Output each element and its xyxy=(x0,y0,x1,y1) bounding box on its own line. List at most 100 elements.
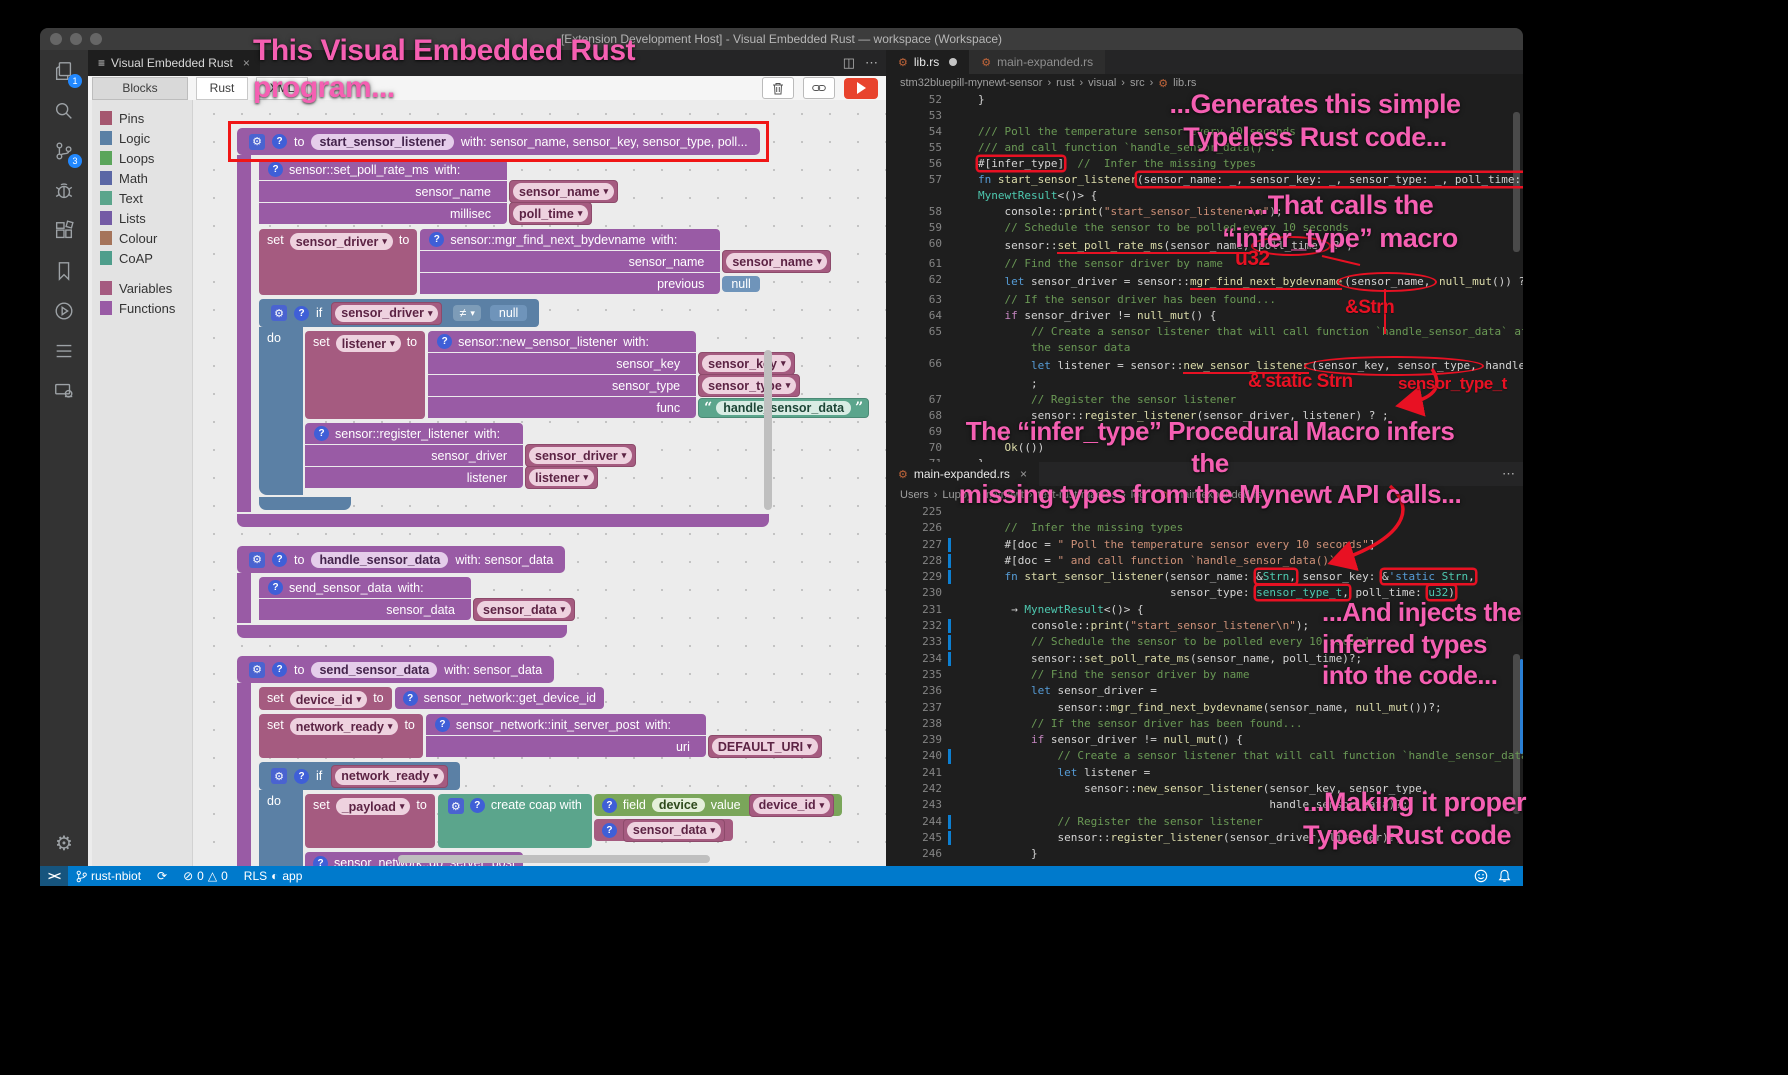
null-block[interactable]: null xyxy=(722,275,760,292)
remote-indicator[interactable]: >< xyxy=(40,866,69,886)
code-area-lib-rs[interactable]: 52} 53 54/// Poll the temperature sensor … xyxy=(886,92,1523,462)
sync-item[interactable]: ⟳ xyxy=(157,869,168,883)
gear-icon[interactable]: ⚙ xyxy=(249,661,265,678)
variable-pill-device-id[interactable]: device_id ▾ xyxy=(748,793,835,817)
help-icon[interactable]: ? xyxy=(402,690,418,706)
variable-field[interactable]: _payload ▾ xyxy=(335,798,411,815)
close-window-button[interactable] xyxy=(50,33,62,45)
link-button[interactable] xyxy=(803,77,835,99)
remote-explorer-icon[interactable] xyxy=(51,378,77,404)
if-block[interactable]: ⚙ ? if sensor_driver ▾ ≠ ▾ null do xyxy=(259,299,870,510)
block-stack-send-sensor-data[interactable]: ⚙ ? to send_sensor_data with: sensor_dat… xyxy=(237,656,843,866)
breadcrumb-item[interactable]: visual xyxy=(1088,77,1117,89)
traffic-lights[interactable] xyxy=(50,33,102,45)
call-get-device-id-block[interactable]: ? sensor_network::get_device_id xyxy=(394,687,604,709)
set-payload-block[interactable]: set _payload ▾ to xyxy=(305,794,435,848)
tab-main-expanded-rs[interactable]: ⚙ main-expanded.rs xyxy=(969,50,1106,74)
set-listener-block[interactable]: set listener ▾ to xyxy=(305,331,426,419)
run-program-button[interactable] xyxy=(844,77,878,99)
create-coap-block[interactable]: ⚙ ? create coap with xyxy=(437,794,592,848)
breadcrumb-item[interactable]: test-rust-macros xyxy=(1037,489,1118,501)
palette-category-logic[interactable]: Logic xyxy=(92,128,192,148)
variable-field[interactable]: device_id ▾ xyxy=(289,691,368,708)
breadcrumb-item[interactable]: main-expanded.rs xyxy=(1174,489,1263,501)
call-mgr-find-block[interactable]: ? sensor::mgr_find_next_bydevname with: s… xyxy=(420,229,832,295)
call-new-sensor-listener-block[interactable]: ? sensor::new_sensor_listener with: senso… xyxy=(428,331,870,419)
help-icon[interactable]: ? xyxy=(601,797,617,813)
palette-category-lists[interactable]: Lists xyxy=(92,208,192,228)
tab-lib-rs[interactable]: ⚙ lib.rs xyxy=(886,50,970,74)
more-actions-icon[interactable]: ⋯ xyxy=(1502,466,1515,481)
breadcrumb-item[interactable]: src xyxy=(1129,77,1145,89)
tab-rust[interactable]: Rust xyxy=(196,76,248,100)
feedback-smiley-icon[interactable] xyxy=(1474,869,1488,883)
function-name-field[interactable]: handle_sensor_data xyxy=(311,551,449,568)
variable-pill-default-uri[interactable]: DEFAULT_URI ▾ xyxy=(707,735,822,758)
run-debug-icon[interactable] xyxy=(51,178,77,204)
variable-pill-sensor-driver[interactable]: sensor_driver ▾ xyxy=(331,301,443,325)
palette-category-coap[interactable]: CoAP xyxy=(92,248,192,268)
palette-category-pins[interactable]: Pins xyxy=(92,108,192,128)
breadcrumb-item[interactable]: Users xyxy=(900,489,929,501)
palette-category-text[interactable]: Text xyxy=(92,188,192,208)
gear-icon[interactable]: ⚙ xyxy=(271,768,287,784)
breadcrumb-item[interactable]: log xyxy=(1130,489,1146,501)
help-icon[interactable]: ? xyxy=(272,552,287,567)
variable-field[interactable]: listener ▾ xyxy=(335,335,401,352)
help-icon[interactable]: ? xyxy=(268,580,283,595)
help-icon[interactable]: ? xyxy=(314,426,329,441)
modified-dot[interactable] xyxy=(949,58,958,66)
help-icon[interactable]: ? xyxy=(268,162,283,177)
block-stack-handle-sensor-data[interactable]: ⚙ ? to handle_sensor_data with: sensor_d… xyxy=(237,546,576,638)
set-sensor-driver-block[interactable]: set sensor_driver ▾ to xyxy=(259,229,418,295)
help-icon[interactable]: ? xyxy=(272,134,287,149)
variable-pill-sensor-driver[interactable]: sensor_driver ▾ xyxy=(525,444,637,467)
coap-sensor-data-block[interactable]: ? sensor_data ▾ xyxy=(593,818,734,842)
explorer-icon[interactable]: 1 xyxy=(51,58,82,88)
breadcrumb[interactable]: Users › Luppy › mynewt › test-rust-macros › log ›… xyxy=(886,486,1523,504)
git-branch-item[interactable]: rust-nbiot xyxy=(68,866,149,886)
call-set-poll-rate-block[interactable]: ? sensor::set_poll_rate_ms with: sensor_n… xyxy=(259,159,619,225)
variable-pill-sensor-data[interactable]: sensor_data ▾ xyxy=(473,598,576,621)
variable-field[interactable]: network_ready ▾ xyxy=(289,718,399,735)
more-actions-icon[interactable]: ⋯ xyxy=(865,55,878,70)
tab-blocks[interactable]: Blocks xyxy=(92,76,188,100)
bell-icon[interactable] xyxy=(1498,869,1511,883)
palette-category-loops[interactable]: Loops xyxy=(92,148,192,168)
canvas-horizontal-scrollbar[interactable] xyxy=(398,855,710,863)
variable-pill-sensor-name[interactable]: sensor_name ▾ xyxy=(509,180,619,203)
palette-category-variables[interactable]: Variables xyxy=(92,278,192,298)
scrollbar-thumb[interactable] xyxy=(1513,654,1520,814)
close-tab-icon[interactable]: × xyxy=(242,56,250,70)
function-define-block[interactable]: ⚙ ? to start_sensor_listener with: senso… xyxy=(237,128,760,155)
source-control-icon[interactable]: 3 xyxy=(51,138,82,168)
close-tab-icon[interactable]: × xyxy=(1019,467,1027,481)
blockly-canvas[interactable]: Pins Logic Loops Math Text Lists Colour CoAP Var… xyxy=(88,100,886,866)
task-list-icon[interactable] xyxy=(51,338,77,364)
variable-pill-listener[interactable]: listener ▾ xyxy=(525,466,598,489)
breadcrumb-item[interactable]: rust xyxy=(1056,77,1075,89)
function-define-block[interactable]: ⚙ ? to handle_sensor_data with: sensor_d… xyxy=(237,546,566,573)
function-name-field[interactable]: send_sensor_data xyxy=(311,661,438,678)
code-area-main-expanded[interactable]: 225 226 // Infer the missing types 227 #[… xyxy=(886,504,1523,866)
test-explorer-icon[interactable] xyxy=(51,298,77,324)
gear-icon[interactable]: ⚙ xyxy=(447,798,464,814)
search-icon[interactable] xyxy=(51,98,77,124)
operator-dropdown[interactable]: ≠ ▾ xyxy=(453,305,481,321)
scrollbar-strip[interactable] xyxy=(1510,504,1523,866)
gear-icon[interactable]: ⚙ xyxy=(271,305,287,321)
help-icon[interactable]: ? xyxy=(437,334,453,349)
bookmarks-icon[interactable] xyxy=(51,258,77,284)
tab-main-expanded-rs-bottom[interactable]: ⚙ main-expanded.rs × xyxy=(886,462,1039,486)
split-editor-icon[interactable]: ◫ xyxy=(842,55,855,70)
function-define-block[interactable]: ⚙ ? to send_sensor_data with: sensor_dat… xyxy=(237,656,555,683)
problems-item[interactable]: ⊘ 0 △ 0 xyxy=(183,869,228,883)
minimize-window-button[interactable] xyxy=(70,33,82,45)
variable-pill-sensor-key[interactable]: sensor_key ▾ xyxy=(698,352,796,375)
variable-pill-network-ready[interactable]: network_ready ▾ xyxy=(331,764,449,788)
variable-pill-sensor-name[interactable]: sensor_name ▾ xyxy=(722,250,832,273)
palette-category-functions[interactable]: Functions xyxy=(92,298,192,318)
delete-blocks-button[interactable] xyxy=(762,77,794,99)
set-network-ready-block[interactable]: set network_ready ▾ to xyxy=(259,714,423,758)
settings-gear-icon[interactable]: ⚙ xyxy=(55,833,73,855)
